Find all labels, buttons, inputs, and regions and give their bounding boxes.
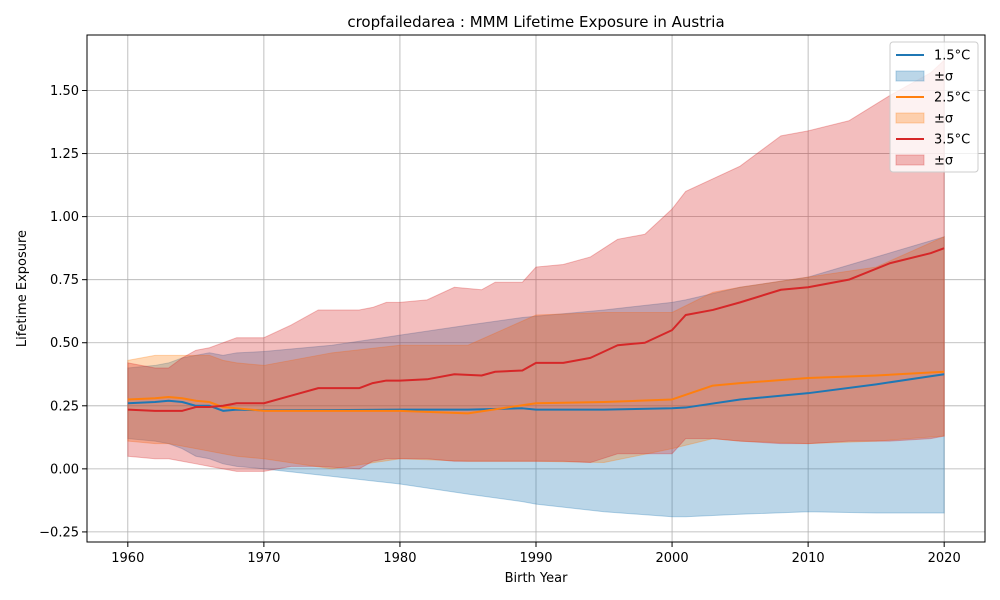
sigma-band-0	[127, 236, 945, 518]
x-tick-label: 1970	[247, 551, 280, 566]
legend: 1.5°C ±σ 2.5°C ±σ 3.5°C ±σ	[889, 41, 979, 173]
sigma-band-2	[127, 59, 945, 472]
axis-ticks: 1960 1970 1980 1990 2000 2010 2020 −0.25 0.00 0.2…	[39, 84, 961, 566]
y-tick-label: 1.50	[50, 84, 79, 99]
x-tick-label: 1960	[111, 551, 144, 566]
x-tick-label: 2010	[792, 551, 825, 566]
mean-line-0	[127, 373, 945, 412]
legend-label: 1.5°C	[934, 49, 970, 64]
y-tick-label: 1.25	[50, 147, 79, 162]
y-tick-label: 1.00	[50, 210, 79, 225]
legend-band-label: ±σ	[934, 70, 953, 85]
y-tick-label: 0.25	[50, 399, 79, 414]
y-axis-title: Lifetime Exposure	[15, 230, 30, 347]
legend-band-label: ±σ	[934, 112, 953, 127]
y-tick-label: 0.00	[50, 462, 79, 477]
legend-label: 3.5°C	[934, 133, 970, 148]
x-tick-label: 1990	[519, 551, 552, 566]
x-tick-label: 2000	[656, 551, 689, 566]
x-axis-title: Birth Year	[505, 571, 569, 586]
mean-lines	[127, 247, 945, 415]
y-tick-label: 0.50	[50, 336, 79, 351]
grid	[87, 35, 985, 542]
mean-line-1	[127, 370, 945, 415]
legend-band-swatch	[895, 70, 925, 82]
legend-band-swatch	[895, 112, 925, 124]
chart-title: cropfailedarea : MMM Lifetime Exposure i…	[347, 13, 724, 31]
legend-label: 2.5°C	[934, 91, 970, 106]
legend-band-swatch	[895, 154, 925, 166]
y-tick-label: 0.75	[50, 273, 79, 288]
x-tick-label: 1980	[383, 551, 416, 566]
mean-line-2	[127, 247, 945, 412]
legend-band-label: ±σ	[934, 154, 953, 169]
y-tick-label: −0.25	[39, 525, 79, 540]
x-tick-label: 2020	[928, 551, 961, 566]
